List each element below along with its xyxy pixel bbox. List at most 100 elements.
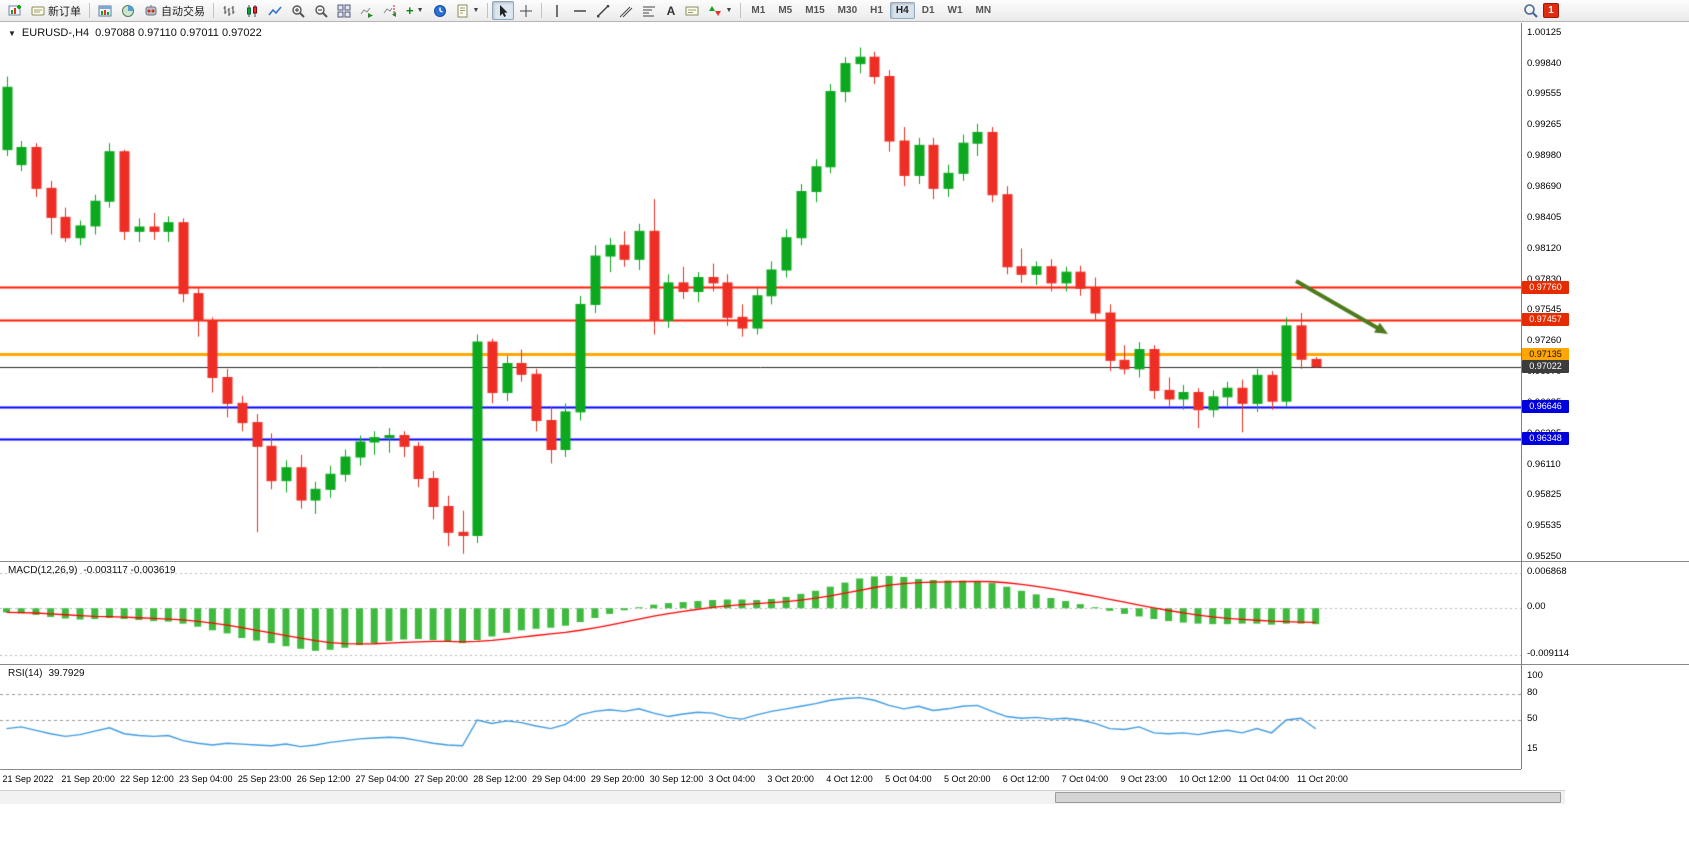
- horizontal-line-icon: [573, 4, 587, 18]
- crosshair-tool-button[interactable]: [515, 1, 537, 20]
- candle-chart-button[interactable]: [241, 1, 263, 20]
- toolbar-separator: [213, 3, 214, 18]
- fibonacci-tool-button[interactable]: [638, 1, 660, 20]
- chart-shift-icon: [383, 4, 397, 18]
- line-chart-icon: [268, 4, 282, 18]
- new-order-button[interactable]: 新订单: [27, 1, 85, 20]
- panel-separator[interactable]: [1522, 664, 1689, 665]
- profiles-icon: [121, 4, 135, 18]
- tile-windows-button[interactable]: [333, 1, 355, 20]
- time-axis-label: 21 Sep 20:00: [61, 774, 115, 784]
- scale-tick-label: 0.95250: [1527, 551, 1562, 562]
- trendline-icon: [596, 4, 610, 18]
- text-tool-button[interactable]: A: [661, 1, 680, 20]
- auto-trading-label: 自动交易: [161, 5, 205, 18]
- price-line-badge: 0.97135: [1522, 347, 1569, 361]
- profiles-button[interactable]: [117, 1, 139, 20]
- vertical-line-tool-button[interactable]: [546, 1, 568, 20]
- time-axis-label: 29 Sep 20:00: [590, 774, 645, 784]
- rsi-value: 39.7929: [48, 668, 85, 679]
- template-document-icon: [456, 4, 470, 18]
- time-axis-label: 7 Oct 04:00: [1061, 774, 1109, 784]
- price-line-badge: 0.96646: [1522, 400, 1569, 414]
- cursor-tool-button[interactable]: [492, 1, 515, 20]
- zoom-in-button[interactable]: [287, 1, 309, 20]
- line-chart-button[interactable]: [264, 1, 286, 20]
- text-tool-icon: A: [666, 3, 676, 18]
- trendline-tool-button[interactable]: [592, 1, 614, 20]
- scale-tick-label: 0.95535: [1527, 520, 1562, 532]
- text-label-tool-button[interactable]: [681, 1, 703, 20]
- time-axis-label: 11 Oct 04:00: [1238, 774, 1289, 784]
- scale-tick-label: -0.009114: [1527, 648, 1570, 659]
- timeframe-button-m15[interactable]: M15: [805, 5, 825, 16]
- price-line-badge: 0.97022: [1522, 360, 1569, 374]
- chart-window-icon: [98, 4, 112, 18]
- timeframe-button-m1[interactable]: M1: [751, 5, 766, 16]
- toolbar-separator: [487, 3, 489, 18]
- horizontal-line-tool-button[interactable]: [569, 1, 591, 20]
- time-axis-label: 23 Sep 04:00: [179, 774, 233, 784]
- toolbar-separator: [89, 3, 90, 18]
- arrows-tool-button[interactable]: ▼: [704, 1, 736, 20]
- auto-trading-button[interactable]: 自动交易: [140, 1, 209, 20]
- timeframe-button-w1[interactable]: W1: [947, 5, 963, 16]
- toolbar-separator: [541, 3, 543, 18]
- arrow-shapes-icon: [708, 4, 722, 18]
- main-toolbar: 新订单 自动交易 + ▼ ▼: [0, 0, 1689, 22]
- time-axis-label: 5 Oct 20:00: [943, 774, 991, 784]
- scale-tick-label: 0.98405: [1527, 211, 1562, 223]
- scale-tick-label: 0.95825: [1527, 489, 1562, 501]
- auto-scroll-button[interactable]: [356, 1, 378, 20]
- crosshair-icon: [519, 4, 533, 18]
- price-chart-canvas[interactable]: [0, 23, 1521, 561]
- price-line-badge: 0.97457: [1522, 313, 1569, 327]
- time-axis-label: 28 Sep 12:00: [473, 774, 527, 784]
- notification-badge[interactable]: 1: [1543, 3, 1559, 18]
- timeframe-button-d1[interactable]: D1: [921, 5, 935, 16]
- scale-tick-label: 50: [1527, 713, 1538, 724]
- charts-button[interactable]: [94, 1, 116, 20]
- timeframe-button-m30[interactable]: M30: [837, 5, 858, 16]
- new-chart-button[interactable]: [4, 1, 26, 20]
- scale-tick-label: 0.99555: [1527, 88, 1562, 100]
- timeframe-button-mn[interactable]: MN: [975, 5, 992, 16]
- templates-button[interactable]: ▼: [452, 1, 484, 20]
- scale-tick-label: 0.00: [1527, 601, 1546, 613]
- period-clock-button[interactable]: [429, 1, 451, 20]
- scale-tick-label: 100: [1527, 670, 1543, 681]
- price-scale[interactable]: 1.00125 0.99840 0.99555 0.99265 0.98980 0.986…: [1521, 23, 1689, 769]
- chart-window: ▼ EURUSD-,H4 0.97088 0.97110 0.97011 0.9…: [0, 22, 1689, 854]
- add-indicator-button[interactable]: + ▼: [402, 1, 428, 20]
- chevron-down-icon: ▼: [416, 7, 424, 14]
- time-axis[interactable]: 21 Sep 2022 21 Sep 20:00 22 Sep 12:00 23 Se…: [0, 769, 1521, 789]
- scale-tick-label: 0.99840: [1527, 57, 1562, 69]
- chart-shift-button[interactable]: [379, 1, 401, 20]
- scale-tick-label: 0.98120: [1527, 242, 1562, 254]
- panel-separator[interactable]: [1522, 561, 1689, 562]
- bar-chart-icon: [222, 4, 236, 18]
- rsi-indicator-label: RSI(14) 39.7929: [8, 668, 85, 679]
- chart-menu-icon[interactable]: ▼: [8, 28, 16, 38]
- new-chart-icon: [8, 4, 22, 18]
- time-axis-label: 3 Oct 04:00: [708, 774, 756, 784]
- rsi-name: RSI(14): [8, 668, 43, 679]
- macd-panel-canvas[interactable]: [0, 561, 1521, 665]
- scrollbar-thumb[interactable]: [1055, 792, 1561, 803]
- rsi-panel-canvas[interactable]: [0, 664, 1521, 770]
- timeframe-button-h1[interactable]: H1: [870, 5, 883, 16]
- macd-values: -0.003117 -0.003619: [83, 565, 176, 576]
- zoom-out-button[interactable]: [310, 1, 332, 20]
- zoom-out-icon: [314, 4, 328, 18]
- timeframe-button-h4[interactable]: H4: [889, 2, 915, 19]
- scale-tick-label: 0.98690: [1527, 181, 1562, 193]
- chart-ohlc-values: 0.97088 0.97110 0.97011 0.97022: [95, 27, 262, 39]
- price-line-badge: 0.97760: [1522, 280, 1569, 294]
- macd-name: MACD(12,26,9): [8, 565, 78, 576]
- chart-title-bar: ▼ EURUSD-,H4 0.97088 0.97110 0.97011 0.9…: [8, 27, 262, 39]
- bar-chart-button[interactable]: [218, 1, 240, 20]
- add-indicator-icon: +: [406, 3, 414, 18]
- timeframe-button-m5[interactable]: M5: [778, 5, 793, 16]
- equidistant-channel-tool-button[interactable]: [615, 1, 637, 20]
- search-button[interactable]: [1519, 1, 1542, 20]
